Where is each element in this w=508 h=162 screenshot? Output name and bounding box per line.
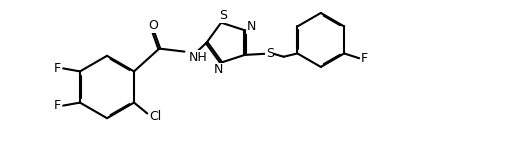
Text: F: F — [54, 99, 61, 112]
Text: S: S — [219, 9, 228, 22]
Text: F: F — [54, 62, 61, 75]
Text: S: S — [266, 47, 274, 60]
Text: O: O — [148, 19, 158, 32]
Text: N: N — [214, 63, 224, 76]
Text: F: F — [361, 52, 368, 65]
Text: N: N — [247, 20, 257, 33]
Text: NH: NH — [188, 51, 207, 64]
Text: Cl: Cl — [149, 110, 162, 123]
